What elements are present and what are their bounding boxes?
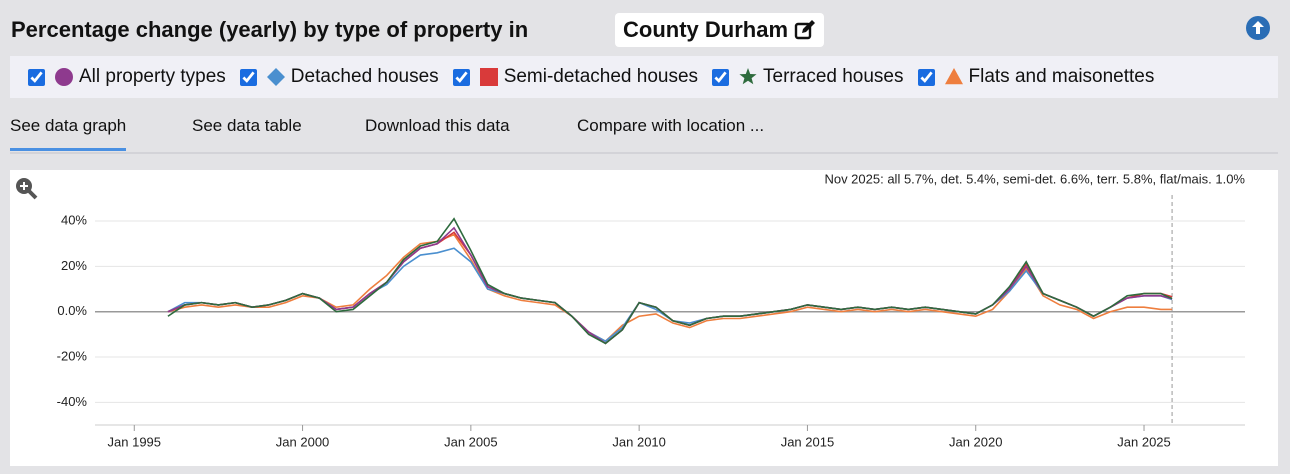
- legend-label: Terraced houses: [763, 66, 904, 87]
- chart-background: [10, 170, 1278, 466]
- legend-label: Semi-detached houses: [503, 66, 699, 87]
- edit-icon: [794, 20, 815, 40]
- legend-checkbox[interactable]: [239, 68, 257, 86]
- x-tick-label: Jan 2000: [276, 434, 330, 449]
- legend-item[interactable]: Detached houses: [239, 66, 439, 88]
- title: Percentage change (yearly) by type of pr…: [11, 17, 529, 42]
- legend-marker-shape: [944, 68, 963, 85]
- y-tick-label: 40%: [61, 212, 87, 227]
- legend: All property types Detached houses Semi-de…: [10, 56, 1278, 98]
- tab[interactable]: See data graph: [10, 116, 127, 151]
- scroll-top-button[interactable]: [1246, 16, 1270, 40]
- x-tick-label: Jan 2005: [444, 434, 498, 449]
- x-tick-label: Jan 1995: [108, 434, 162, 449]
- legend-item[interactable]: Flats and maisonettes: [917, 66, 1155, 88]
- legend-marker: [944, 68, 963, 85]
- y-tick-label: -40%: [57, 394, 88, 409]
- legend-marker-shape: [266, 68, 285, 86]
- zoom-icon[interactable]: [16, 178, 38, 200]
- legend-checkbox[interactable]: [712, 68, 730, 86]
- legend-marker-shape: [479, 68, 498, 86]
- y-tick-label: 20%: [61, 258, 87, 273]
- legend-item[interactable]: All property types: [28, 66, 226, 88]
- legend-marker: [739, 68, 757, 85]
- y-tick-label: 0.0%: [57, 303, 87, 318]
- y-tick-label: -20%: [57, 348, 88, 363]
- legend-marker-shape: [739, 68, 757, 85]
- legend-checkbox[interactable]: [28, 68, 45, 86]
- legend-marker: [266, 68, 285, 86]
- legend-item[interactable]: Terraced houses: [712, 66, 904, 88]
- x-tick-label: Jan 2020: [949, 434, 1003, 449]
- legend-label: Flats and maisonettes: [968, 66, 1155, 87]
- series-line: [167, 217, 1173, 345]
- legend-checkbox[interactable]: [452, 68, 470, 86]
- tab[interactable]: Compare with location ...: [577, 116, 765, 135]
- legend-marker: [479, 68, 498, 86]
- tabs: See data graph See data table Download thi…: [10, 104, 1278, 154]
- tab[interactable]: Download this data: [365, 116, 510, 135]
- x-tick-label: Jan 2025: [1117, 434, 1171, 449]
- legend-label: Detached houses: [290, 66, 439, 87]
- tab[interactable]: See data table: [192, 116, 302, 135]
- location-selector[interactable]: County Durham: [615, 13, 824, 47]
- legend-marker-shape: [55, 68, 73, 86]
- x-tick-label: Jan 2010: [612, 434, 666, 449]
- legend-label: All property types: [79, 66, 226, 87]
- annotation: Nov 2025: all 5.7%, det. 5.4%, semi-det.…: [824, 171, 1245, 186]
- legend-checkbox[interactable]: [917, 68, 935, 86]
- legend-item[interactable]: Semi-detached houses: [452, 66, 699, 88]
- x-tick-label: Jan 2015: [781, 434, 835, 449]
- location-name: County Durham: [623, 17, 788, 42]
- legend-marker: [55, 68, 73, 86]
- chart: Nov 2025: all 5.7%, det. 5.4%, semi-det.…: [10, 170, 1278, 466]
